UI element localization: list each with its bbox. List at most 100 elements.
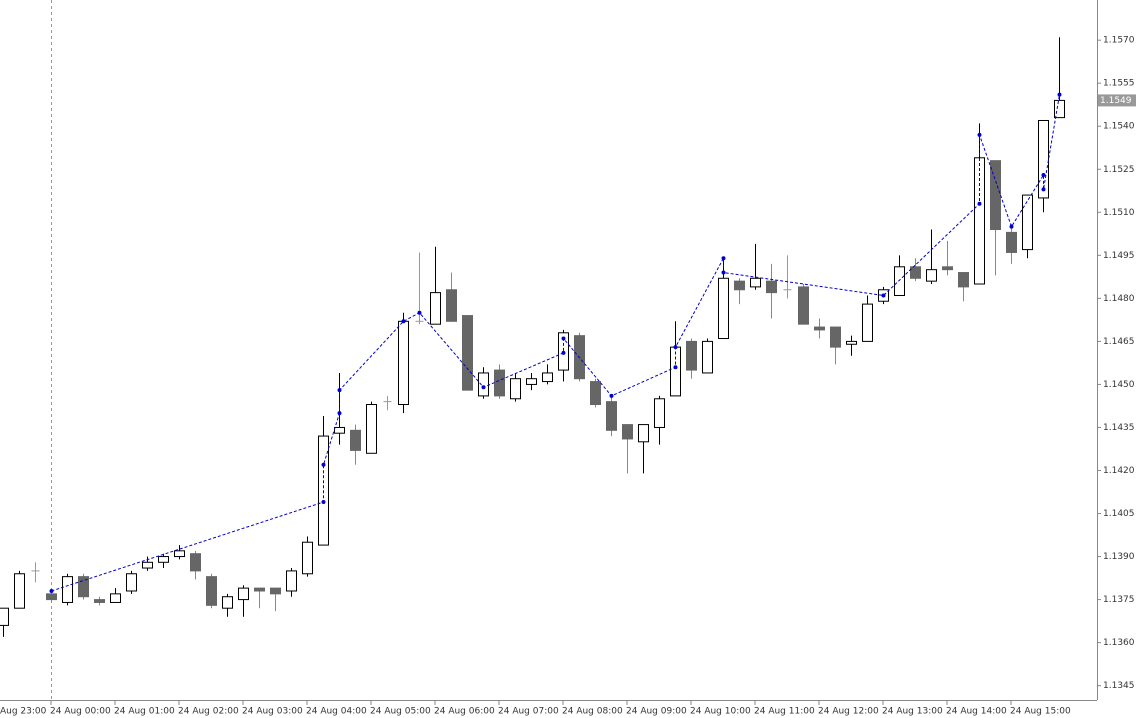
y-tick-label: 1.1420	[1103, 466, 1135, 476]
candle-body	[910, 266, 921, 279]
x-tick-label: 24 Aug 15:00	[1010, 707, 1071, 717]
zigzag-marker	[321, 500, 326, 505]
x-tick-label: 24 Aug 12:00	[818, 707, 879, 717]
x-tick-label: 24 Aug 08:00	[562, 707, 623, 717]
candle-body	[606, 401, 617, 431]
zigzag-marker	[1009, 224, 1014, 229]
y-tick-label: 1.1360	[1103, 638, 1135, 648]
zigzag-marker	[401, 319, 406, 324]
candle-body	[862, 303, 873, 342]
y-tick-label: 1.1525	[1103, 165, 1135, 175]
zigzag-marker	[1041, 173, 1046, 177]
y-tick-label: 1.1345	[1103, 681, 1135, 691]
candle-body	[334, 426, 345, 434]
x-tick-label: 24 Aug 06:00	[434, 707, 495, 717]
candle-body	[718, 277, 729, 340]
last-price-label: 1.1549	[1100, 96, 1132, 106]
candle-body	[750, 277, 761, 288]
candle-body	[126, 573, 137, 592]
candle-body	[142, 561, 153, 569]
candle-body	[478, 372, 489, 397]
y-tick-label: 1.1555	[1103, 79, 1135, 89]
y-tick-label: 1.1405	[1103, 509, 1135, 519]
candle-body	[1006, 231, 1017, 253]
candle-body	[0, 607, 9, 626]
candle-body	[702, 340, 713, 374]
candle-body	[1054, 99, 1065, 119]
candle-body	[254, 587, 265, 592]
zigzag-marker	[977, 132, 982, 137]
zigzag-marker	[721, 270, 726, 275]
candle-body	[958, 272, 969, 288]
candle-body	[654, 398, 665, 428]
y-tick-label: 1.1510	[1103, 208, 1135, 218]
candle-body	[222, 596, 233, 609]
candle-body	[446, 289, 457, 322]
candle-body	[622, 424, 633, 440]
zigzag-marker	[561, 336, 566, 341]
zigzag-line	[51, 94, 1060, 592]
candle-body	[798, 286, 809, 325]
candle-body	[158, 556, 169, 563]
candle-body	[734, 280, 745, 291]
y-tick-label: 1.1390	[1103, 552, 1135, 562]
candle-body	[462, 315, 473, 391]
candle-body	[974, 157, 985, 285]
x-tick-label: 24 Aug 01:00	[114, 707, 175, 717]
zigzag-marker	[49, 588, 54, 593]
candle-body	[286, 570, 297, 592]
candle-body	[510, 378, 521, 400]
candle-body	[190, 553, 201, 572]
zigzag-marker	[337, 388, 342, 393]
zigzag-marker	[561, 350, 566, 355]
y-tick-label: 1.1465	[1103, 337, 1135, 347]
zigzag-marker	[609, 393, 614, 398]
candle-body	[542, 372, 553, 383]
x-tick-label: 24 Aug 14:00	[946, 707, 1007, 717]
zigzag-marker	[673, 345, 678, 350]
x-tick-label: 24 Aug 09:00	[626, 707, 687, 717]
candle-body	[814, 326, 825, 331]
candle-body	[942, 266, 953, 271]
zigzag-marker	[417, 310, 422, 315]
candle-body	[206, 576, 217, 606]
x-tick-label: Aug 23:00	[0, 707, 47, 717]
y-tick-label: 1.1480	[1103, 294, 1135, 304]
candle-body	[526, 378, 537, 385]
candle-body	[638, 424, 649, 443]
candle-body	[894, 266, 905, 296]
candle-body	[766, 280, 777, 294]
candle-body	[110, 593, 121, 603]
candle-body	[686, 340, 697, 371]
y-tick-label: 1.1495	[1103, 251, 1135, 261]
zigzag-marker	[481, 385, 486, 390]
x-tick-label: 24 Aug 05:00	[370, 707, 431, 717]
x-tick-label: 24 Aug 11:00	[754, 707, 815, 717]
candle-body	[78, 576, 89, 598]
candle-body	[1038, 119, 1049, 199]
candle-body	[430, 292, 441, 325]
candle-body	[494, 369, 505, 397]
candle-body	[926, 269, 937, 282]
y-tick-label: 1.1435	[1103, 423, 1135, 433]
zigzag-marker	[337, 411, 342, 416]
candle-body	[174, 550, 185, 558]
candle-body	[830, 326, 841, 348]
zigzag-marker	[721, 256, 726, 261]
candle-body	[46, 593, 57, 601]
y-tick-label: 1.1450	[1103, 380, 1135, 390]
x-tick-label: 24 Aug 10:00	[690, 707, 751, 717]
candle-body	[846, 340, 857, 345]
zigzag-marker	[321, 462, 326, 467]
x-tick-label: 24 Aug 03:00	[242, 707, 303, 717]
x-tick-label: 24 Aug 13:00	[882, 707, 943, 717]
zigzag-marker	[673, 365, 678, 370]
x-tick-label: 24 Aug 07:00	[498, 707, 559, 717]
zigzag-marker	[1041, 187, 1046, 192]
candle-body	[350, 429, 361, 451]
zigzag-marker	[881, 293, 886, 298]
x-tick-label: 24 Aug 00:00	[50, 707, 111, 717]
zigzag-marker	[1057, 92, 1062, 97]
candle-body	[990, 160, 1001, 231]
candle-body	[14, 573, 25, 609]
